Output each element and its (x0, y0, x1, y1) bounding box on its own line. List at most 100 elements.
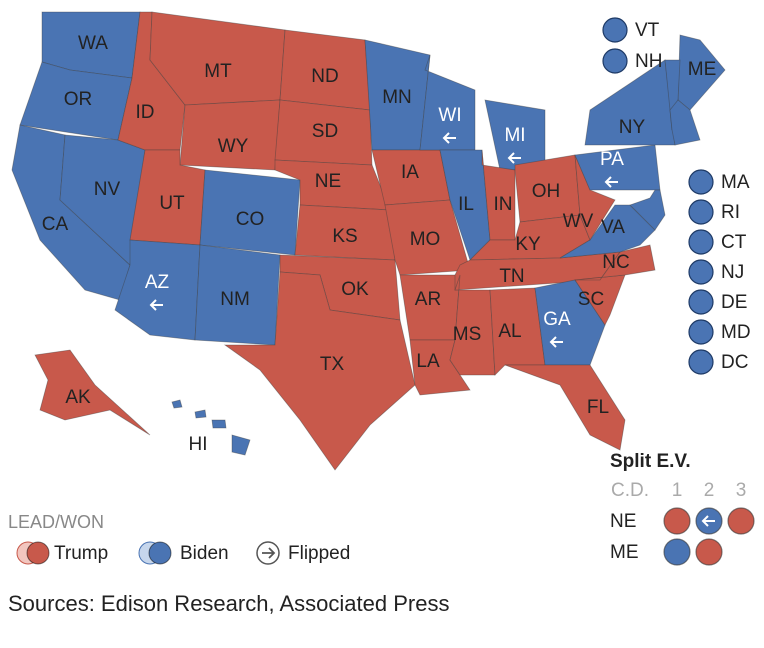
small-state-marker (688, 169, 714, 195)
flipped-arrow (701, 515, 715, 527)
state-label: MN (382, 87, 412, 108)
state-shape (629, 189, 666, 231)
state-label: UT (159, 193, 185, 214)
state-label: MI (504, 125, 525, 146)
small-state-label: NH (635, 51, 662, 72)
state-label: AL (498, 321, 521, 342)
state-label: GA (543, 309, 571, 330)
flipped-arrow (507, 152, 521, 164)
small-states: VT NH MA RI CT NJ DE MD DC (602, 17, 751, 375)
state-shape (34, 349, 151, 436)
state-labels: WA OR CA NV ID MT WY UT CO AZ NM ND SD NE KS OK TX MN IA MO… (42, 33, 716, 455)
split-row-label: NE (610, 511, 636, 532)
state-label: WV (563, 211, 594, 232)
state-shape (171, 399, 183, 409)
legend-biden: Biden (180, 543, 229, 564)
flipped-arrow (149, 299, 163, 311)
small-state-label: RI (721, 202, 740, 223)
small-state-marker (602, 17, 628, 43)
split-header: 2 (704, 480, 715, 501)
state-label: HI (189, 434, 208, 455)
small-state-marker (688, 349, 714, 375)
state-label: MT (204, 61, 232, 82)
legend-flipped-arrow (262, 547, 276, 559)
state-label: LA (416, 351, 440, 372)
legend-flipped: Flipped (288, 543, 350, 564)
small-state-label: NJ (721, 262, 744, 283)
legend-flipped-icon (256, 541, 280, 565)
state-shape (231, 434, 251, 456)
small-state-marker (688, 289, 714, 315)
split-header: C.D. (611, 480, 649, 501)
state-label: OH (532, 181, 561, 202)
state-label: NE (315, 171, 341, 192)
flipped-arrow (604, 176, 618, 188)
state-label: MO (410, 229, 441, 250)
state-label: IL (458, 194, 474, 215)
source: Sources: Edison Research, Associated Pre… (8, 591, 449, 616)
state-shape (179, 99, 281, 171)
legend-trump: Trump (54, 543, 108, 564)
state-label: ND (311, 66, 338, 87)
state-shape (504, 364, 626, 451)
state-label: NM (220, 289, 250, 310)
flipped-arrow (549, 336, 563, 348)
small-state-label: DE (721, 292, 747, 313)
state-label: CO (236, 209, 265, 230)
state-label: WY (218, 136, 249, 157)
state-label: IA (401, 162, 419, 183)
state-label: WA (78, 33, 108, 54)
state-label: ME (688, 59, 717, 80)
split-header: 3 (736, 480, 747, 501)
state-label: KY (515, 234, 541, 255)
state-label: PA (600, 149, 624, 170)
state-label: AK (65, 387, 91, 408)
state-label: FL (587, 397, 609, 418)
small-state-label: MA (721, 172, 750, 193)
state-label: VA (601, 217, 625, 238)
state-shape (194, 409, 207, 419)
small-state-marker (688, 319, 714, 345)
state-label: TN (499, 266, 524, 287)
small-state-label: VT (635, 20, 660, 41)
state-label: ID (136, 102, 155, 123)
split-ev: C.D. 1 2 3 NE ME (610, 480, 755, 566)
map (11, 11, 726, 471)
split-row-label: ME (610, 542, 639, 563)
state-shape (669, 99, 701, 146)
legend-won-biden (148, 541, 172, 565)
state-shape (574, 154, 616, 241)
state-label: IN (494, 194, 513, 215)
state-label: SC (578, 289, 604, 310)
flipped-arrow (442, 132, 456, 144)
district-marker (663, 507, 691, 535)
district-marker (695, 538, 723, 566)
state-shape (223, 271, 416, 471)
state-label: AR (415, 289, 441, 310)
small-state-marker (688, 229, 714, 255)
state-label: OK (341, 279, 369, 300)
small-state-label: CT (721, 232, 747, 253)
state-shape (384, 199, 471, 276)
state-shape (211, 419, 227, 429)
state-label: WI (438, 105, 461, 126)
state-label: TX (320, 354, 345, 375)
small-state-marker (602, 48, 628, 74)
legend-won-trump (26, 541, 50, 565)
small-state-label: MD (721, 322, 751, 343)
split-header: 1 (672, 480, 683, 501)
district-marker (727, 507, 755, 535)
state-label: OR (64, 89, 93, 110)
legend-title: LEAD/WON (8, 512, 104, 532)
state-label: NY (619, 117, 646, 138)
small-state-marker (688, 259, 714, 285)
state-label: MS (453, 324, 482, 345)
state-label: NC (602, 252, 629, 273)
state-label: NV (94, 179, 121, 200)
small-state-marker (688, 199, 714, 225)
state-label: CA (42, 214, 69, 235)
split-title: Split E.V. (610, 451, 691, 472)
small-state-label: DC (721, 352, 748, 373)
state-label: KS (332, 226, 357, 247)
